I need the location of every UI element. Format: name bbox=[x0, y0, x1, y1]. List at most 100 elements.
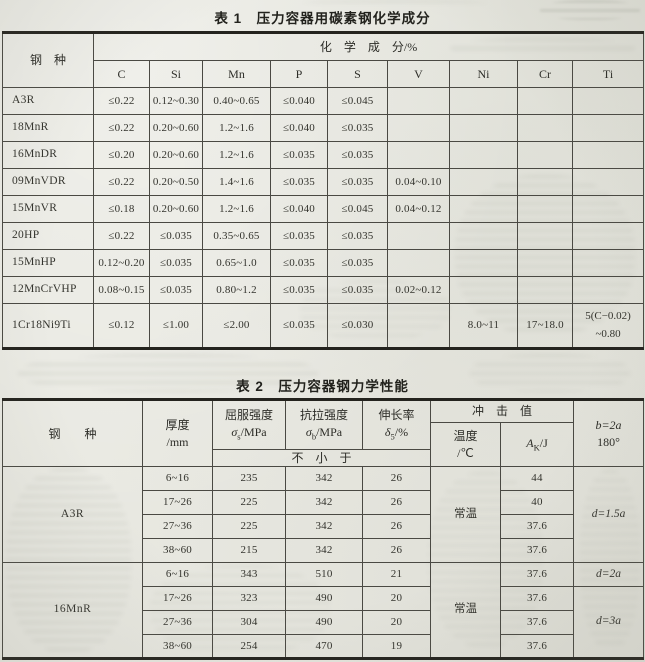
yield-strength-value: 235 bbox=[212, 466, 286, 492]
chem-value-Ni bbox=[449, 222, 518, 250]
chem-value-V bbox=[387, 141, 450, 169]
chem-value-P: ≤0.035 bbox=[270, 222, 328, 250]
chem-value-Mn: 1.2~1.6 bbox=[202, 141, 271, 169]
bend-diameter: d=3a bbox=[573, 586, 645, 660]
table2-row-A3R-6~16: A3R 6~16 235 342 26 常温 44 d=1.5a bbox=[2, 466, 645, 564]
chem-value-Mn: 1.4~1.6 bbox=[202, 168, 271, 196]
table1-header-element-C: C bbox=[93, 60, 150, 88]
chem-value-C: ≤0.22 bbox=[93, 222, 150, 250]
table1-row-15MnHP: 15MnHP 0.12~0.20 ≤0.035 0.65~1.0 ≤0.035 ≤0.03… bbox=[2, 249, 645, 277]
table2-header-yield-strength: 屈服强度 σs/MPa bbox=[212, 399, 286, 450]
thickness-value: 17~26 bbox=[142, 490, 213, 516]
thickness-value: 38~60 bbox=[142, 538, 213, 564]
steel-name: 15MnHP bbox=[2, 249, 94, 277]
tensile-strength-value: 342 bbox=[285, 538, 363, 564]
chem-value-S: ≤0.030 bbox=[327, 303, 388, 349]
chem-value-Cr bbox=[517, 249, 573, 277]
steel-name: 1Cr18Ni9Ti bbox=[2, 303, 94, 349]
chem-value-V: 0.04~0.12 bbox=[387, 195, 450, 223]
yield-strength-value: 323 bbox=[212, 586, 286, 612]
chem-value-Mn: 1.2~1.6 bbox=[202, 114, 271, 142]
chem-value-V bbox=[387, 222, 450, 250]
elongation-value: 26 bbox=[362, 514, 431, 540]
table1-row-20HP: 20HP ≤0.22 ≤0.035 0.35~0.65 ≤0.035 ≤0.035 bbox=[2, 222, 645, 250]
chem-value-S: ≤0.035 bbox=[327, 141, 388, 169]
chem-value-C: ≤0.18 bbox=[93, 195, 150, 223]
table2-header-ak: AK/J bbox=[499, 421, 575, 468]
chem-value-V: 0.04~0.10 bbox=[387, 168, 450, 196]
steel-name: 16MnR bbox=[2, 562, 143, 660]
tensile-strength-value: 510 bbox=[285, 562, 363, 588]
chem-value-Ni bbox=[449, 168, 518, 196]
table1-header-element-Ti: Ti bbox=[571, 60, 645, 88]
table1-row-12MnCrVHP: 12MnCrVHP 0.08~0.15 ≤0.035 0.80~1.2 ≤0.035 ≤0… bbox=[2, 276, 645, 304]
chem-value-Ni bbox=[449, 276, 518, 304]
table1-header-element-V: V bbox=[387, 60, 450, 88]
chem-value-Si: 0.20~0.50 bbox=[149, 168, 203, 196]
chem-value-Mn: 0.35~0.65 bbox=[202, 222, 271, 250]
table1-row-09MnVDR: 09MnVDR ≤0.22 0.20~0.50 1.4~1.6 ≤0.035 ≤0.035… bbox=[2, 168, 645, 196]
chem-value-V bbox=[387, 114, 450, 142]
chem-value-Si: 0.20~0.60 bbox=[149, 141, 203, 169]
chem-value-V bbox=[387, 87, 450, 115]
table2-header-bend-test: b=2a 180° bbox=[573, 398, 645, 468]
chem-value-V bbox=[387, 249, 450, 277]
chem-value-Cr bbox=[517, 114, 573, 142]
chem-value-Mn: 0.80~1.2 bbox=[202, 276, 271, 304]
impact-temperature: 常温 bbox=[430, 466, 501, 564]
chem-value-S: ≤0.035 bbox=[327, 168, 388, 196]
table2-header-thickness: 厚度 /mm bbox=[142, 398, 213, 468]
table2-header-not-less-than: 不 小 于 bbox=[212, 448, 431, 468]
chem-value-P: ≤0.035 bbox=[270, 276, 328, 304]
impact-energy-value: 37.6 bbox=[499, 634, 575, 660]
table2-header-steel-type: 钢 种 bbox=[2, 398, 143, 468]
thickness-value: 27~36 bbox=[142, 610, 213, 636]
chem-value-Si: ≤1.00 bbox=[149, 303, 203, 349]
table2-title: 表 2 压力容器钢力学性能 bbox=[236, 379, 409, 394]
impact-energy-value: 37.6 bbox=[499, 514, 575, 540]
chem-value-S: ≤0.035 bbox=[327, 249, 388, 277]
thickness-value: 6~16 bbox=[142, 466, 213, 492]
table2-row-A3R-38~60: 38~60 215 342 26 37.6 bbox=[3, 538, 644, 564]
chem-value-P: ≤0.035 bbox=[270, 168, 328, 196]
table1-header-element-S: S bbox=[327, 60, 388, 88]
thickness-value: 38~60 bbox=[142, 634, 213, 660]
steel-name: 16MnDR bbox=[2, 141, 94, 169]
elongation-value: 20 bbox=[362, 610, 431, 636]
impact-energy-value: 40 bbox=[499, 490, 575, 516]
chem-value-Ti bbox=[571, 276, 645, 304]
chem-value-Si: 0.12~0.30 bbox=[149, 87, 203, 115]
temperature-unit: /℃ bbox=[457, 445, 474, 460]
chem-value-S: ≤0.035 bbox=[327, 222, 388, 250]
chem-value-Cr bbox=[517, 141, 573, 169]
chem-value-V bbox=[387, 303, 450, 349]
tensile-label: 抗拉强度 bbox=[299, 407, 348, 422]
table1-header-chem-group: 化 学 成 分/% bbox=[92, 32, 645, 61]
table1-title: 表 1 压力容器用碳素钢化学成分 bbox=[214, 11, 431, 26]
tensile-strength-value: 490 bbox=[285, 586, 363, 612]
chem-value-Si: 0.20~0.60 bbox=[149, 114, 203, 142]
elongation-value: 26 bbox=[362, 466, 431, 492]
temperature-label: 温度 bbox=[453, 428, 478, 443]
chem-value-Ni bbox=[449, 87, 518, 115]
steel-name: 20HP bbox=[2, 222, 94, 250]
tensile-strength-value: 342 bbox=[285, 466, 363, 492]
tensile-strength-value: 470 bbox=[285, 634, 363, 660]
chem-value-C: ≤0.12 bbox=[93, 303, 150, 349]
table2-header-elongation: 伸长率 δ5/% bbox=[362, 399, 431, 450]
chem-value-Cr: 17~18.0 bbox=[517, 303, 573, 349]
chem-value-P: ≤0.040 bbox=[270, 87, 328, 115]
impact-energy-value: 37.6 bbox=[499, 586, 575, 612]
chem-value-Cr bbox=[517, 168, 573, 196]
yield-strength-value: 225 bbox=[212, 490, 286, 516]
chem-value-P: ≤0.040 bbox=[270, 114, 328, 142]
yield-strength-value: 225 bbox=[212, 514, 286, 540]
table1-header-element-P: P bbox=[270, 60, 328, 88]
chem-value-V: 0.02~0.12 bbox=[387, 276, 450, 304]
steel-name: 18MnR bbox=[2, 114, 94, 142]
chem-value-Ti: 5(C−0.02) ~0.80 bbox=[571, 303, 645, 349]
chem-value-C: ≤0.20 bbox=[93, 141, 150, 169]
tensile-symbol: σb/MPa bbox=[305, 424, 343, 442]
chem-value-Mn: 0.40~0.65 bbox=[202, 87, 271, 115]
